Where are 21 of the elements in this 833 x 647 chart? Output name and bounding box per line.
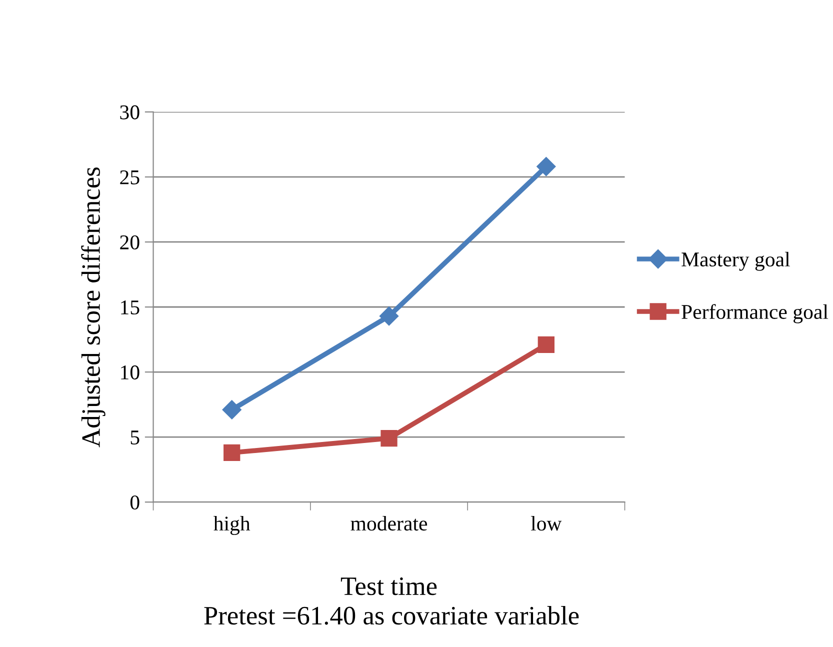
y-tick-label: 20 <box>120 235 140 250</box>
legend-label: Mastery goal <box>682 252 790 271</box>
y-axis-title: Adjusted score differences <box>81 168 106 448</box>
x-tick-label: high <box>214 516 250 535</box>
x-axis-title: Test time <box>340 577 437 596</box>
legend-label: Performance goal <box>682 304 828 324</box>
point <box>379 306 399 326</box>
y-tick-label: 0 <box>130 495 140 510</box>
y-tick-label: 15 <box>121 300 140 314</box>
x-tick-label: moderate <box>350 516 428 531</box>
text: Pretest =61.40 as covariate variable <box>204 606 579 625</box>
point <box>222 400 242 420</box>
x-tick-label: low <box>530 516 562 531</box>
point <box>224 444 240 461</box>
y-tick-label: 5 <box>130 430 140 444</box>
point <box>538 336 555 354</box>
point <box>536 157 556 176</box>
y-tick-label: 10 <box>121 365 140 380</box>
point <box>380 430 398 447</box>
y-tick-label: 25 <box>120 170 140 184</box>
y-tick-label: 30 <box>120 105 140 120</box>
